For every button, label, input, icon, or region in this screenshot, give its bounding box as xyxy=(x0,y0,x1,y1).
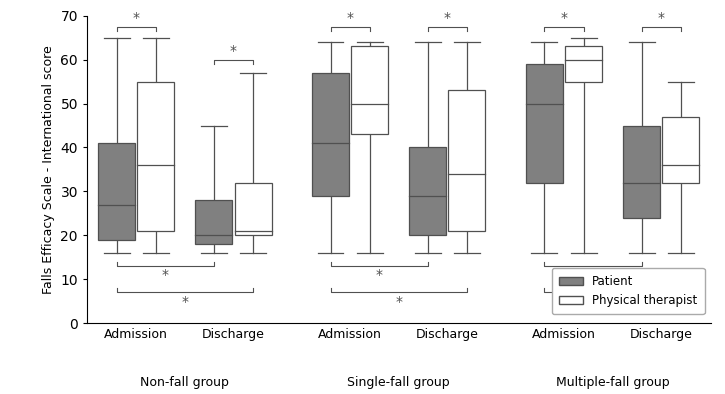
Bar xyxy=(566,46,602,82)
Bar xyxy=(352,46,389,134)
Text: *: * xyxy=(376,268,383,282)
Bar xyxy=(623,126,660,218)
Text: *: * xyxy=(162,268,169,282)
Bar xyxy=(138,82,175,231)
Bar xyxy=(195,200,232,244)
Bar xyxy=(449,90,486,231)
Y-axis label: Falls Efficacy Scale - International score: Falls Efficacy Scale - International sco… xyxy=(42,45,55,294)
Text: *: * xyxy=(560,11,568,26)
Text: *: * xyxy=(230,45,237,58)
Text: *: * xyxy=(347,11,354,26)
Bar xyxy=(663,117,700,182)
Legend: Patient, Physical therapist: Patient, Physical therapist xyxy=(552,268,705,314)
Text: *: * xyxy=(658,11,665,26)
Text: *: * xyxy=(181,295,188,309)
Bar xyxy=(235,182,272,235)
Text: *: * xyxy=(589,268,597,282)
Bar xyxy=(526,64,563,182)
Text: *: * xyxy=(444,11,451,26)
Text: *: * xyxy=(133,11,140,26)
Text: Non-fall group: Non-fall group xyxy=(141,376,229,389)
Bar xyxy=(409,147,446,235)
Bar xyxy=(98,143,135,240)
Text: *: * xyxy=(395,295,402,309)
Text: *: * xyxy=(609,295,616,309)
Text: Multiple-fall group: Multiple-fall group xyxy=(556,376,669,389)
Bar xyxy=(312,73,349,196)
Text: Single-fall group: Single-fall group xyxy=(347,376,450,389)
